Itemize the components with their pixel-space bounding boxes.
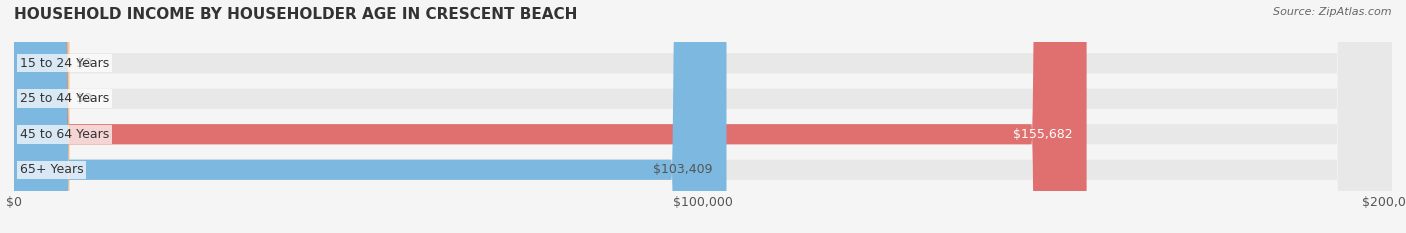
Text: $155,682: $155,682 [1014, 128, 1073, 141]
FancyBboxPatch shape [14, 0, 1392, 233]
Text: 25 to 44 Years: 25 to 44 Years [20, 92, 108, 105]
FancyBboxPatch shape [14, 0, 727, 233]
FancyBboxPatch shape [14, 0, 69, 233]
FancyBboxPatch shape [14, 0, 1392, 233]
Text: 65+ Years: 65+ Years [20, 163, 83, 176]
FancyBboxPatch shape [14, 0, 69, 233]
Text: $0: $0 [76, 92, 91, 105]
Text: HOUSEHOLD INCOME BY HOUSEHOLDER AGE IN CRESCENT BEACH: HOUSEHOLD INCOME BY HOUSEHOLDER AGE IN C… [14, 7, 578, 22]
Text: $0: $0 [76, 57, 91, 70]
Text: 15 to 24 Years: 15 to 24 Years [20, 57, 108, 70]
FancyBboxPatch shape [14, 0, 1392, 233]
Text: 45 to 64 Years: 45 to 64 Years [20, 128, 108, 141]
Text: Source: ZipAtlas.com: Source: ZipAtlas.com [1274, 7, 1392, 17]
FancyBboxPatch shape [14, 0, 1392, 233]
Text: $103,409: $103,409 [654, 163, 713, 176]
FancyBboxPatch shape [14, 0, 1087, 233]
